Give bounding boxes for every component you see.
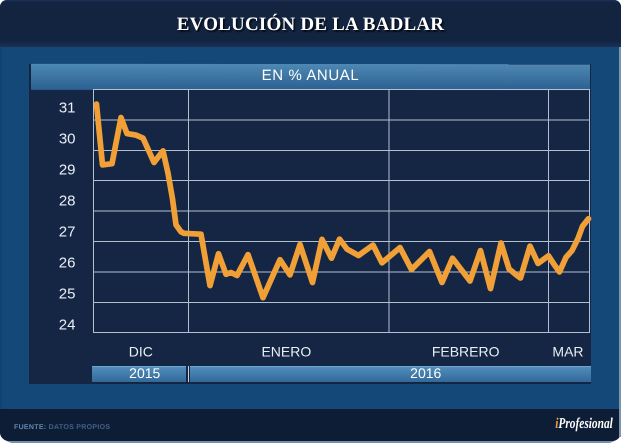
svg-text:27: 27 [59, 223, 76, 240]
svg-text:25: 25 [59, 285, 76, 302]
svg-text:MAR: MAR [552, 343, 583, 359]
svg-text:31: 31 [59, 99, 76, 116]
svg-text:29: 29 [59, 161, 76, 178]
svg-text:FEBRERO: FEBRERO [432, 343, 500, 359]
svg-text:ENERO: ENERO [261, 343, 311, 359]
svg-text:24: 24 [59, 316, 76, 333]
svg-text:DIC: DIC [129, 343, 153, 359]
svg-text:26: 26 [59, 254, 76, 271]
svg-text:28: 28 [59, 192, 76, 209]
svg-text:30: 30 [59, 130, 76, 147]
